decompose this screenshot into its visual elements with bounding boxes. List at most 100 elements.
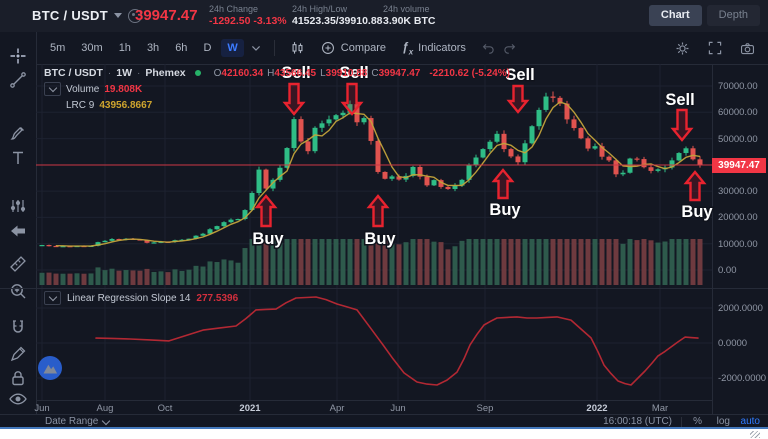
indicators-button[interactable]: ƒx Indicators — [402, 40, 466, 56]
time-axis-label: 2021 — [239, 403, 261, 414]
separator-dot: · — [137, 67, 141, 79]
sell-arrow[interactable] — [282, 82, 306, 116]
time-axis-label: Aug — [96, 403, 114, 414]
lrc-value: 43956.8667 — [99, 99, 153, 111]
date-range-button[interactable]: Date Range — [45, 416, 111, 427]
timeframe-30m[interactable]: 30m — [81, 42, 103, 54]
ohlc-key: O — [213, 67, 222, 79]
sell-arrow[interactable] — [506, 84, 530, 114]
function-icon: ƒx — [402, 39, 414, 57]
price-axis-label: 20000.00 — [718, 212, 758, 224]
ohlc-key: H — [267, 67, 275, 79]
stat-value: 3.90K BTC — [383, 15, 436, 27]
lrs-label: Linear Regression Slope 14 — [67, 292, 191, 304]
stat-value: -1292.50 -3.13% — [209, 15, 287, 27]
stat-label: 24h High/Low — [292, 4, 348, 14]
last-price-tag: 39947.47 — [712, 157, 766, 173]
chart-view-button[interactable]: Chart — [648, 5, 702, 26]
symbol-label: BTC / USDT — [32, 8, 108, 23]
legend-interval: 1W — [116, 67, 133, 79]
buy-arrow[interactable] — [683, 170, 707, 202]
ohlc-value: 43566.45 — [274, 67, 317, 79]
annotations-layer[interactable]: Sell Sell Sell Sell Buy Buy Buy Buy — [251, 63, 715, 250]
buy-label[interactable]: Buy — [488, 200, 523, 221]
buy-arrow[interactable] — [254, 194, 278, 228]
timeframe-1h[interactable]: 1h — [118, 42, 131, 54]
timeframe-6h[interactable]: 6h — [175, 42, 188, 54]
divider — [681, 417, 682, 427]
price-axis-label: 70000.00 — [718, 81, 758, 92]
buy-arrow[interactable] — [366, 194, 390, 228]
stat-label: 24h Change — [209, 4, 259, 14]
sell-label[interactable]: Sell — [664, 90, 696, 111]
buy-label[interactable]: Buy — [363, 229, 398, 250]
collapse-lrs-button[interactable] — [44, 291, 61, 305]
log-scale-button[interactable]: log — [716, 416, 730, 427]
ohlc-value: 39910.88 — [325, 67, 368, 79]
depth-view-button[interactable]: Depth — [706, 5, 760, 26]
resize-handle[interactable] — [750, 431, 760, 438]
timeframe-w[interactable]: W — [221, 39, 244, 57]
lrc-line — [55, 101, 701, 247]
indicators-label: Indicators — [418, 41, 466, 54]
legend-change: -2210.62 (-5.24%) — [429, 67, 510, 79]
ohlc-key: C — [371, 67, 379, 79]
timeframe-d[interactable]: D — [203, 42, 212, 54]
sell-label[interactable]: Sell — [338, 63, 370, 84]
exchange-logo[interactable] — [38, 356, 62, 380]
sell-label[interactable]: Sell — [504, 65, 536, 86]
divider — [273, 40, 275, 56]
auto-scale-button[interactable]: auto — [740, 416, 760, 427]
stat-value: 41523.35/39910.88 — [292, 15, 383, 27]
price-axis-label: 0.00 — [718, 265, 737, 276]
mountain-icon — [43, 364, 58, 374]
date-range-label: Date Range — [45, 416, 99, 427]
chart-legend: BTC / USDT · 1W · Phemex O42160.34 H43566… — [44, 66, 510, 114]
buy-arrow[interactable] — [491, 168, 515, 200]
timeframe-5m[interactable]: 5m — [50, 42, 66, 54]
chart-canvas[interactable]: Sell Sell Sell Sell Buy Buy Buy Buy — [0, 0, 768, 429]
view-switch: Chart Depth — [648, 5, 760, 26]
drawing-tools-sidebar: use{fill:#b9c2d6}use{fill:#8b93a3}use{fi… — [0, 32, 37, 429]
collapse-volume-button[interactable] — [44, 82, 61, 96]
lrs-line — [95, 296, 699, 386]
page-background — [0, 429, 768, 439]
lrs-pane-legend: Linear Regression Slope 14 277.5396 — [44, 291, 238, 305]
timeframe-group: 5m 30m 1h 3h 6h D W — [42, 39, 246, 57]
time-axis-label: Oct — [157, 403, 173, 414]
last-price: 39947.47 — [135, 7, 198, 24]
chart-toolbar: 5m 30m 1h 3h 6h D W Compare ƒx Indicators — [36, 32, 768, 65]
lrs-axis-label: 0.0000 — [718, 338, 748, 349]
sell-arrow[interactable] — [340, 82, 364, 116]
clock[interactable]: 16:00:18 (UTC) — [603, 416, 672, 427]
ohlc-value: 39947.47 — [378, 67, 421, 79]
sell-label[interactable]: Sell — [280, 63, 312, 84]
legend-symbol[interactable]: BTC / USDT — [44, 67, 103, 79]
timeframe-3h[interactable]: 3h — [146, 42, 160, 54]
compare-button[interactable]: Compare — [320, 40, 386, 56]
chevron-down-icon — [102, 416, 111, 425]
compare-label: Compare — [340, 42, 387, 54]
time-axis[interactable]: Jun Aug Oct 2021 Apr Jun Sep 2022 Mar — [34, 400, 712, 415]
time-axis-label: Mar — [651, 403, 669, 414]
legend-exchange: Phemex — [145, 67, 186, 79]
legend-lrc-row: LRC 9 43956.8667 — [44, 98, 510, 112]
sell-arrow[interactable] — [670, 108, 694, 142]
volume-bars-layer — [39, 239, 703, 285]
time-axis-label: 2022 — [586, 403, 608, 414]
price-axis-label: 30000.00 — [718, 186, 758, 198]
buy-label[interactable]: Buy — [251, 229, 286, 250]
top-bar: BTC / USDT 39947.47 24h Change -1292.50 … — [0, 0, 768, 33]
market-info-icon[interactable] — [127, 8, 142, 23]
buy-label[interactable]: Buy — [680, 202, 715, 223]
lrs-value: 277.5396 — [196, 292, 239, 304]
stat-label: 24h volume — [383, 4, 430, 14]
symbol-selector[interactable]: BTC / USDT — [32, 8, 142, 23]
volume-value: 19.808K — [104, 83, 143, 95]
ohlc-values: O42160.34 H43566.45 L39910.88 C39947.47 — [210, 68, 421, 79]
price-axis-label: 50000.00 — [718, 133, 758, 145]
time-axis-label: Jun — [390, 403, 406, 414]
price-axis[interactable]: 70000.00 60000.00 50000.00 30000.00 20000.00… — [712, 64, 768, 400]
percent-scale-button[interactable]: % — [693, 416, 702, 427]
lrs-axis-label: -2000.0000 — [718, 373, 767, 384]
